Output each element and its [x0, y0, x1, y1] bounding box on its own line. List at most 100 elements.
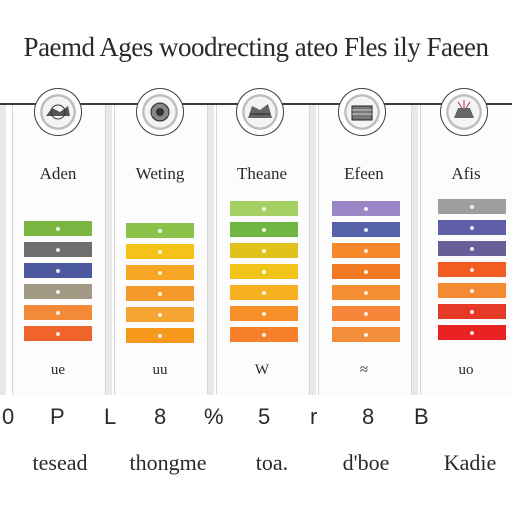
- gutter: [310, 105, 316, 395]
- tick-label: 8: [362, 404, 375, 429]
- column-footer: uu: [152, 362, 168, 378]
- tick-label: P: [50, 404, 65, 429]
- badge-icon: [34, 88, 82, 136]
- bar-marker: [262, 227, 266, 232]
- bar-marker: [470, 246, 474, 251]
- bar-marker: [158, 228, 162, 233]
- color-bar: [24, 242, 92, 257]
- bar-marker: [158, 333, 162, 338]
- bar-marker: [262, 248, 266, 253]
- color-bar: [126, 286, 194, 301]
- badge-icon: [236, 88, 284, 136]
- bar-marker: [262, 206, 266, 211]
- bar-marker: [470, 225, 474, 230]
- color-bar: [126, 265, 194, 280]
- gutter: [412, 105, 418, 395]
- color-bar: [230, 327, 298, 342]
- color-bar: [332, 327, 400, 342]
- badge-icon: [338, 88, 386, 136]
- bottom-label: thongme: [129, 450, 207, 475]
- bar-marker: [158, 270, 162, 275]
- bar-marker: [158, 291, 162, 296]
- color-bar: [24, 305, 92, 320]
- color-bar: [332, 306, 400, 321]
- bar-marker: [262, 332, 266, 337]
- color-bar: [24, 263, 92, 278]
- bottom-label: tesead: [32, 450, 88, 475]
- color-bar: [230, 264, 298, 279]
- gutter: [0, 105, 6, 395]
- badge-icon: [136, 88, 184, 136]
- column-label: Weting: [135, 164, 185, 183]
- color-bar: [230, 306, 298, 321]
- bar-marker: [56, 268, 60, 273]
- tick-label: 5: [258, 404, 271, 429]
- bar-marker: [364, 269, 368, 274]
- color-bar: [438, 199, 506, 214]
- color-bar: [332, 201, 400, 216]
- tick-label: 8: [154, 404, 167, 429]
- bar-marker: [262, 269, 266, 274]
- bar-marker: [470, 330, 474, 335]
- bar-marker: [364, 332, 368, 337]
- column-label: Afis: [451, 164, 481, 183]
- chart-title: Paemd Ages woodrecting ateo Fles ily Fae…: [23, 32, 489, 62]
- color-bar: [332, 285, 400, 300]
- color-bar: [24, 326, 92, 341]
- tick-label: B: [414, 404, 429, 429]
- bar-marker: [56, 310, 60, 315]
- bar-marker: [56, 331, 60, 336]
- column-footer: ≈: [359, 362, 369, 378]
- column-footer: uo: [458, 362, 474, 378]
- color-bar: [438, 304, 506, 319]
- badge-icon: [440, 88, 488, 136]
- color-bar: [230, 222, 298, 237]
- color-bar: [24, 284, 92, 299]
- color-bar: [230, 285, 298, 300]
- tick-label: L: [104, 404, 117, 429]
- color-bar: [438, 325, 506, 340]
- color-bar: [438, 283, 506, 298]
- bar-marker: [364, 290, 368, 295]
- column-label: Efeen: [344, 164, 384, 183]
- color-bar: [332, 243, 400, 258]
- bar-marker: [470, 267, 474, 272]
- gutter: [208, 105, 214, 395]
- color-bar: [438, 220, 506, 235]
- bottom-label: toa.: [255, 450, 289, 475]
- bar-marker: [56, 247, 60, 252]
- color-bar: [438, 241, 506, 256]
- color-bar: [332, 222, 400, 237]
- color-bar: [230, 243, 298, 258]
- bar-marker: [158, 249, 162, 254]
- color-bar: [332, 264, 400, 279]
- color-bar: [438, 262, 506, 277]
- color-bar: [126, 223, 194, 238]
- tick-label: r: [310, 404, 318, 429]
- bottom-label: d'boe: [342, 450, 390, 475]
- column-label: Theane: [236, 164, 288, 183]
- column-label: Aden: [39, 164, 77, 183]
- color-bar: [230, 201, 298, 216]
- bar-marker: [364, 248, 368, 253]
- bar-marker: [470, 309, 474, 314]
- column-footer: W: [254, 362, 270, 378]
- color-bar: [126, 244, 194, 259]
- bottom-label: Kadie: [443, 450, 497, 475]
- color-bar: [126, 328, 194, 343]
- gutter: [106, 105, 112, 395]
- bar-marker: [56, 226, 60, 231]
- bar-marker: [262, 311, 266, 316]
- column-footer: ue: [50, 362, 66, 378]
- bar-marker: [470, 204, 474, 209]
- color-bar: [126, 307, 194, 322]
- bar-marker: [470, 288, 474, 293]
- bar-marker: [56, 289, 60, 294]
- bar-marker: [364, 227, 368, 232]
- color-bar: [24, 221, 92, 236]
- bar-marker: [364, 311, 368, 316]
- bar-marker: [364, 206, 368, 211]
- tick-label: %: [204, 404, 224, 429]
- bar-marker: [158, 312, 162, 317]
- tick-label: 0: [2, 404, 15, 429]
